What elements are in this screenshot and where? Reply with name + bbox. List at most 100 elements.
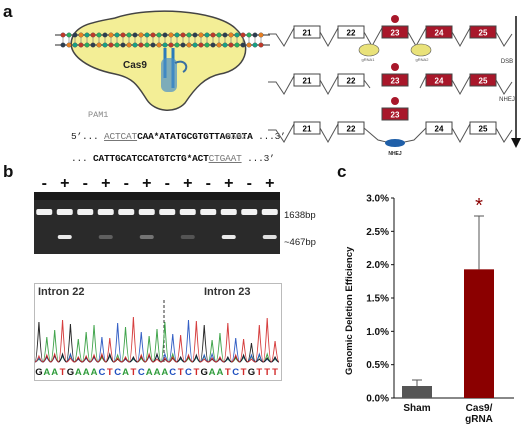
band-1638: [118, 209, 135, 215]
base-letter: C: [138, 367, 145, 378]
band-lower-label: ~467bp: [284, 237, 316, 248]
band-467: [180, 235, 195, 239]
lane-sign: +: [265, 175, 275, 192]
exon-row-2: 21 22 23 24 25: [268, 63, 513, 96]
band-467: [262, 235, 277, 239]
exon-label: 22: [347, 77, 356, 86]
seq2-suffix: ...3’: [247, 153, 275, 164]
lane-sign: +: [224, 175, 234, 192]
base-letter: T: [130, 367, 136, 378]
pam1-label: PAM1: [88, 110, 109, 120]
y-tick-label: 0.0%: [366, 394, 389, 405]
pam2-label: PAM2: [226, 132, 247, 142]
base-letter: A: [75, 367, 82, 378]
nhej-label: NHEJ: [499, 97, 515, 103]
lane-sign: +: [60, 175, 70, 192]
exon-label: 24: [435, 125, 444, 134]
y-tick-label: 1.0%: [366, 327, 389, 338]
exon-row-1: 21 22 23 24 25 gRNA1 gRNA2: [268, 15, 513, 62]
y-tick-label: 2.0%: [366, 260, 389, 271]
lane-sign: -: [82, 175, 88, 192]
base-letter: T: [225, 367, 231, 378]
exon-23-row3-excised: [381, 107, 409, 121]
seq2-prefix: ...: [71, 153, 88, 164]
base-letter: C: [185, 367, 192, 378]
lane-sign: +: [183, 175, 193, 192]
exon-label: 23: [391, 77, 400, 86]
band-upper-label: 1638bp: [284, 210, 316, 221]
exon-label: 23: [391, 111, 400, 120]
grna1-label: gRNA1: [362, 57, 376, 62]
base-letter: G: [35, 367, 42, 378]
seq1-pam: ACTCAT: [104, 131, 138, 142]
band-467: [57, 235, 72, 239]
y-tick-label: 0.5%: [366, 360, 389, 371]
band-1638: [200, 209, 217, 215]
nhej-bottom-label: NHEJ: [388, 151, 402, 157]
base-letter: G: [201, 367, 208, 378]
exon-label: 25: [479, 77, 488, 86]
band-1638: [77, 209, 94, 215]
lane-sign: +: [101, 175, 111, 192]
y-tick-label: 1.5%: [366, 294, 389, 305]
x-tick-label: Sham: [403, 403, 430, 414]
base-letter: C: [114, 367, 121, 378]
base-letter: A: [43, 367, 50, 378]
band-1638: [56, 209, 73, 215]
bar: [402, 386, 432, 398]
grna-scaffold: [161, 58, 177, 92]
panel-c-letter: c: [337, 162, 347, 181]
exon-row-3: 21 22 23 24 25 NHEJ: [268, 97, 513, 157]
base-letter: T: [193, 367, 199, 378]
nhej-complex: [385, 139, 405, 147]
grna1-complex: [358, 43, 380, 57]
base-letter: T: [60, 367, 66, 378]
seq2-body: CATTGCATCCATGTCTG*ACT: [93, 153, 209, 164]
base-letter: A: [122, 367, 129, 378]
seq1-prefix: 5’...: [71, 131, 99, 142]
y-tick-label: 2.5%: [366, 227, 389, 238]
base-letter: T: [272, 367, 278, 378]
band-467: [98, 235, 113, 239]
lane-sign: -: [164, 175, 170, 192]
exon-label: 25: [479, 125, 488, 134]
base-letter: A: [146, 367, 153, 378]
band-1638: [220, 209, 237, 215]
intron-22-label: Intron 22: [38, 286, 85, 298]
exon-label: 21: [303, 29, 312, 38]
base-letter: C: [232, 367, 239, 378]
band-1638: [159, 209, 176, 215]
band-1638: [97, 209, 114, 215]
panel-a-letter: a: [3, 2, 13, 21]
exon-23-row2: [381, 73, 409, 87]
cas9-protein-shape: [70, 10, 247, 111]
band-1638: [241, 209, 258, 215]
panel-b-letter: b: [3, 162, 14, 181]
band-467: [139, 235, 154, 239]
gel-bands: [36, 209, 278, 239]
cas9-illustration: Cas9: [55, 10, 270, 111]
intron-23-label: Intron 23: [204, 286, 251, 298]
exon-label: 23: [391, 29, 400, 38]
sequence-line-2: ... CATTGCATCCATGTCTG*ACTCTGAAT ...3’: [60, 142, 275, 164]
band-1638: [261, 209, 278, 215]
base-letter: A: [51, 367, 58, 378]
band-1638: [36, 209, 53, 215]
dna-bases: [60, 32, 264, 48]
gel-image: [34, 192, 280, 254]
base-letter: A: [217, 367, 224, 378]
grna2-complex: [410, 43, 432, 57]
base-letter: C: [169, 367, 176, 378]
exon-label: 21: [303, 77, 312, 86]
base-letter: A: [83, 367, 90, 378]
exon-label: 24: [435, 77, 444, 86]
y-tick-label: 3.0%: [366, 194, 389, 205]
band-467: [221, 235, 236, 239]
x-tick-label: gRNA: [465, 414, 493, 425]
exon-label: 22: [347, 29, 356, 38]
lane-sign: -: [41, 175, 47, 192]
cas9-label: Cas9: [123, 60, 147, 71]
base-letter: T: [107, 367, 113, 378]
x-tick-label: Cas9/: [466, 403, 493, 414]
